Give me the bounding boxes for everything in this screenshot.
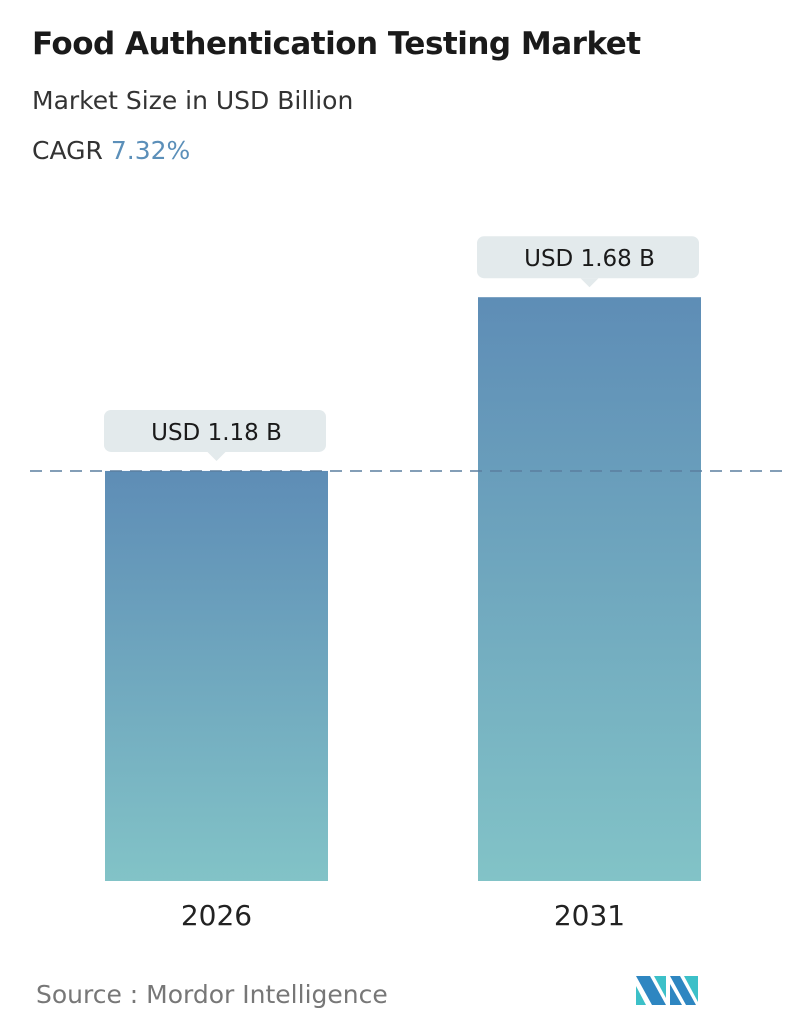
data-label-box bbox=[104, 409, 326, 452]
source-text: Source : Mordor Intelligence bbox=[36, 980, 388, 1009]
data-label-pointer bbox=[207, 451, 226, 461]
cagr: CAGR 7.32% bbox=[32, 136, 190, 165]
data-label: USD 1.18 B bbox=[151, 420, 282, 446]
x-tick-label: 2031 bbox=[554, 899, 625, 932]
bar-2026 bbox=[105, 470, 328, 881]
cagr-label: CAGR bbox=[32, 136, 103, 165]
data-label-pointer bbox=[580, 278, 599, 288]
chart-title: Food Authentication Testing Market bbox=[32, 26, 641, 62]
data-label-box bbox=[477, 236, 699, 279]
chart-subtitle: Market Size in USD Billion bbox=[32, 86, 354, 115]
data-label: USD 1.68 B bbox=[524, 246, 655, 272]
bar-2031 bbox=[478, 297, 701, 881]
cagr-value: 7.32% bbox=[110, 136, 191, 165]
x-tick-label: 2026 bbox=[181, 899, 252, 932]
